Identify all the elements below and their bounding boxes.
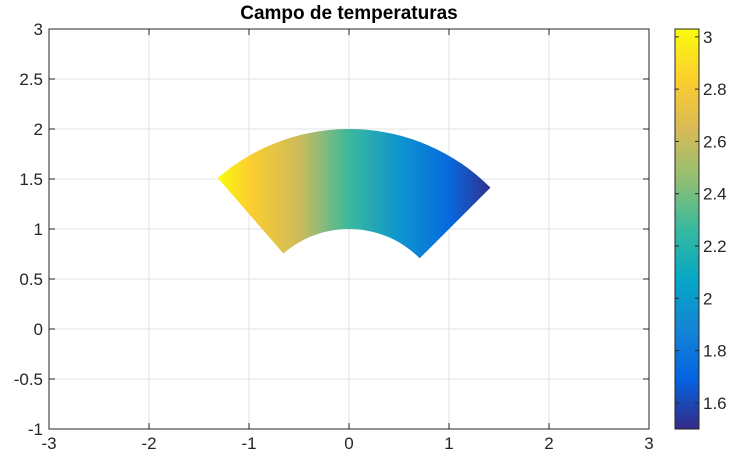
y-tick-labels: -1 -0.5 0 0.5 1 1.5 2 2.5 3 (14, 20, 43, 439)
x-tick-label: 1 (444, 434, 453, 453)
colorbar-tick-label: 1.6 (703, 394, 727, 413)
y-tick-label: 1 (34, 220, 43, 239)
y-tick-label: -0.5 (14, 370, 43, 389)
x-tick-labels: -3 -2 -1 0 1 2 3 (41, 434, 653, 453)
y-tick-label: 1.5 (19, 170, 43, 189)
temperature-field-sector (217, 129, 491, 259)
colorbar-tick-labels: 1.6 1.8 2 2.2 2.4 2.6 2.8 3 (703, 28, 727, 413)
y-tick-label: -1 (28, 420, 43, 439)
colorbar-tick-label: 1.8 (703, 342, 727, 361)
x-tick-label: 2 (544, 434, 553, 453)
colorbar (674, 28, 700, 430)
x-tick-label: -1 (241, 434, 256, 453)
colorbar-ticks (675, 36, 699, 404)
colorbar-tick-label: 2 (703, 289, 712, 308)
x-tick-label: -3 (41, 434, 56, 453)
y-tick-label: 2 (34, 120, 43, 139)
y-tick-label: 3 (34, 20, 43, 39)
y-tick-label: 0 (34, 320, 43, 339)
colorbar-tick-label: 2.4 (703, 185, 727, 204)
x-tick-label: 0 (344, 434, 353, 453)
y-tick-label: 0.5 (19, 270, 43, 289)
colorbar-tick-label: 2.2 (703, 237, 727, 256)
x-tick-label: -2 (141, 434, 156, 453)
colorbar-tick-label: 2.8 (703, 80, 727, 99)
colorbar-tick-label: 3 (703, 28, 712, 47)
axis-ticks (48, 28, 650, 430)
x-tick-label: 3 (644, 434, 653, 453)
chart-title: Campo de temperaturas (240, 3, 458, 24)
y-tick-label: 2.5 (19, 70, 43, 89)
colorbar-tick-label: 2.6 (703, 132, 727, 151)
